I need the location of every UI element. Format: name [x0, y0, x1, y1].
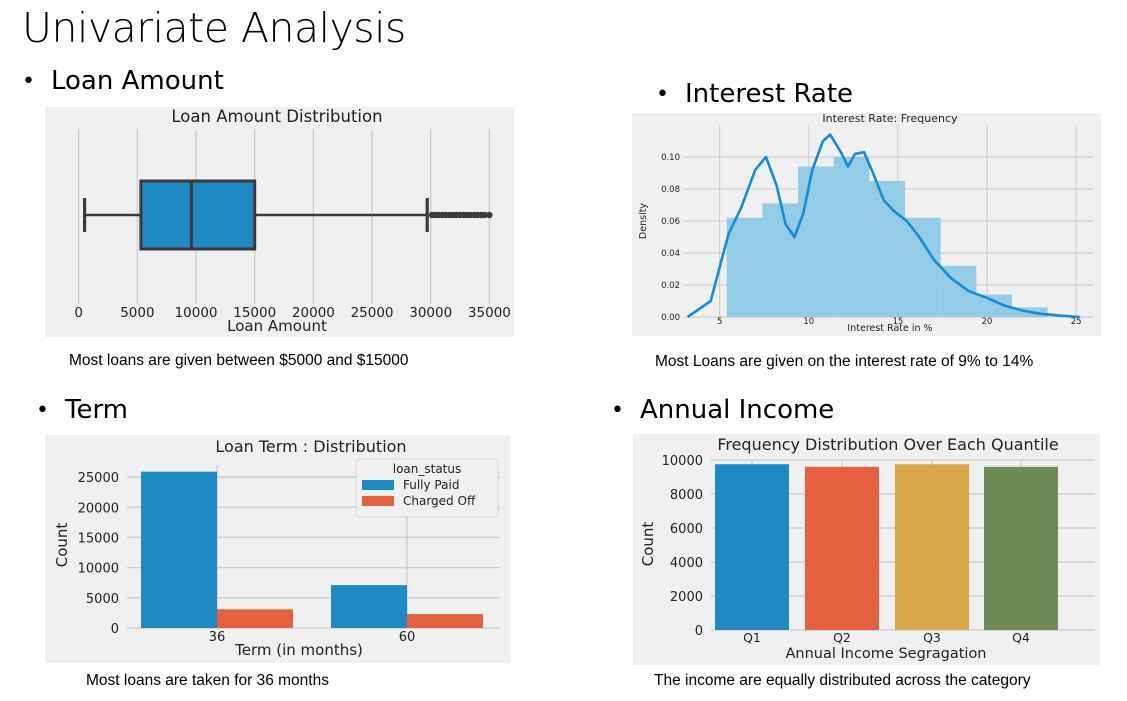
interest-rate-chart: 0.00 0.02 0.04 0.06 0.08 0.10 5 10 15 20 25 Interes… [632, 113, 1101, 336]
caption-loan-amount: Most loans are given between $5000 and $… [69, 352, 409, 369]
y-tick-label: 25000 [78, 471, 119, 486]
y-tick-label: 2000 [670, 590, 703, 605]
legend-label: Fully Paid [403, 478, 459, 492]
y-axis-label: Density [638, 203, 649, 239]
x-tick-label: 60 [399, 630, 416, 645]
chart-title: Interest Rate: Frequency [822, 113, 958, 125]
chart-title: Loan Term : Distribution [215, 437, 406, 456]
annual-income-chart-svg: 0 2000 4000 6000 8000 10000 Q1 Q2 Q3 Q4 Frequency … [639, 435, 1095, 662]
y-tick-label: 10000 [78, 562, 119, 577]
histogram-bar [726, 217, 763, 317]
x-tick-label: 5000 [120, 305, 154, 321]
histogram-bar [762, 203, 799, 317]
legend-title: loan_status [393, 462, 462, 476]
x-tick-label: 35000 [468, 305, 511, 321]
x-axis-label: Term (in months) [234, 641, 363, 659]
histogram-bar [869, 181, 906, 317]
term-chart: 0 5000 10000 15000 20000 25000 36 60 Loan Term :… [45, 435, 510, 663]
y-tick-label: 20000 [78, 501, 119, 516]
annual-income-chart: 0 2000 4000 6000 8000 10000 Q1 Q2 Q3 Q4 Frequency … [633, 434, 1100, 665]
bar [407, 614, 483, 628]
bar [805, 466, 879, 630]
loan-amount-chart: 0 5000 10000 15000 20000 25000 30000 35000 Loan … [45, 107, 514, 337]
outlier-point [486, 211, 493, 219]
bar [217, 609, 293, 628]
bar [715, 464, 789, 630]
x-tick-label: 15 [892, 317, 903, 327]
histogram-bar [833, 157, 870, 317]
kde-line [686, 133, 1080, 319]
x-tick-label: 10000 [175, 305, 218, 321]
x-tick-label: Q2 [833, 630, 851, 645]
caption-annual-income: The income are equally distributed acros… [654, 672, 1031, 689]
y-axis-label: Count [53, 523, 71, 568]
bullet-dot-icon: • [656, 81, 669, 107]
interest-rate-chart-svg: 0.00 0.02 0.04 0.06 0.08 0.10 5 10 15 20 25 Interes… [638, 113, 1094, 334]
loan-amount-chart-svg: 0 5000 10000 15000 20000 25000 30000 35000 Loan … [74, 107, 511, 335]
histogram-bar [976, 294, 1012, 317]
bullet-dot-icon: • [611, 397, 624, 423]
y-tick-label: 0 [111, 622, 119, 637]
x-tick-label: 20 [982, 317, 993, 327]
x-axis-label: Loan Amount [227, 317, 327, 335]
x-axis-label: Interest Rate in % [847, 323, 932, 334]
y-tick-label: 0.00 [661, 313, 680, 323]
y-tick-label: 8000 [670, 488, 703, 503]
bar [895, 464, 969, 630]
bullet-dot-icon: • [36, 397, 49, 423]
x-tick-label: 15000 [233, 305, 276, 321]
x-tick-label: Q4 [1012, 630, 1030, 645]
histogram-bar [798, 166, 834, 317]
x-tick-label: 0 [74, 305, 83, 321]
y-tick-label: 10000 [662, 454, 703, 469]
x-tick-label: 10 [803, 317, 814, 327]
x-tick-label: 25 [1071, 317, 1082, 327]
x-tick-label: 36 [209, 630, 226, 645]
x-axis-label: Annual Income Segragation [785, 646, 986, 662]
y-tick-label: 5000 [86, 592, 119, 607]
y-tick-label: 0.04 [661, 249, 680, 259]
iqr-box [139, 179, 257, 251]
bullet-interest-rate: • Interest Rate [656, 79, 853, 109]
bullet-label: Loan Amount [50, 66, 224, 96]
legend-label: Charged Off [403, 494, 476, 508]
x-tick-label: 30000 [409, 305, 452, 321]
bar [141, 471, 217, 628]
bullet-term: • Term [36, 395, 128, 425]
x-tick-label: Q3 [923, 630, 941, 645]
bullet-dot-icon: • [22, 68, 35, 94]
y-tick-label: 0.08 [661, 185, 680, 195]
bullet-label: Interest Rate [684, 79, 854, 109]
legend-swatch [362, 480, 394, 490]
slide-title: Univariate Analysis [22, 4, 406, 52]
histogram-bar [905, 217, 941, 317]
bullet-label: Annual Income [639, 395, 835, 425]
y-tick-label: 0 [695, 624, 703, 639]
bullet-label: Term [64, 395, 129, 425]
x-tick-label: 5 [717, 317, 722, 327]
bullet-annual-income: • Annual Income [611, 395, 834, 425]
caption-interest-rate: Most Loans are given on the interest rat… [655, 353, 1034, 370]
y-tick-label: 0.10 [661, 153, 680, 163]
term-chart-svg: 0 5000 10000 15000 20000 25000 36 60 Loan Term :… [53, 437, 500, 659]
y-tick-label: 0.02 [661, 281, 680, 291]
bar [984, 466, 1058, 630]
bullet-loan-amount: • Loan Amount [22, 66, 224, 96]
chart-title: Frequency Distribution Over Each Quantil… [717, 435, 1058, 454]
bar [331, 585, 407, 628]
x-tick-label: 20000 [292, 305, 335, 321]
caption-term: Most loans are taken for 36 months [86, 672, 329, 689]
outlier-point [481, 211, 488, 219]
x-tick-label: Q1 [743, 630, 761, 645]
y-tick-label: 0.06 [661, 217, 680, 227]
legend-swatch [362, 496, 394, 506]
y-tick-label: 4000 [670, 556, 703, 571]
y-tick-label: 15000 [78, 531, 119, 546]
x-tick-label: 25000 [351, 305, 394, 321]
chart-title: Loan Amount Distribution [171, 107, 382, 126]
y-axis-label: Count [639, 522, 657, 567]
y-tick-label: 6000 [670, 522, 703, 537]
